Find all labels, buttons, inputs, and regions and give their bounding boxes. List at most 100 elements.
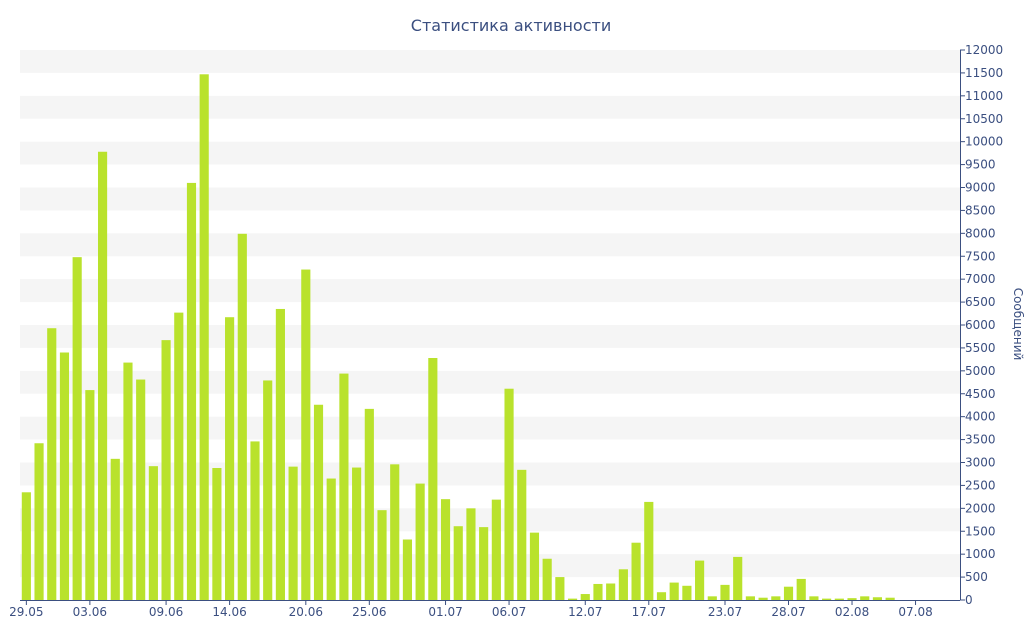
bar (593, 583, 603, 600)
bars (21, 74, 895, 600)
bar (301, 269, 311, 600)
x-tick-label: 03.06 (73, 605, 107, 619)
grid-band (20, 416, 960, 440)
x-tick-label: 02.08 (835, 605, 869, 619)
y-tick-label: 11000 (965, 89, 1003, 103)
y-tick-label: 4000 (965, 410, 996, 424)
y-tick-label: 2000 (965, 501, 996, 515)
bar (110, 458, 120, 600)
bar (250, 441, 260, 600)
bar (415, 483, 425, 600)
x-axis: 29.05 03.06 09.06 14.06 20.06 25.06 01.07 06.07… (9, 600, 960, 619)
bar (885, 597, 895, 600)
bar (758, 597, 768, 600)
x-tick-label: 01.07 (428, 605, 462, 619)
y-tick-label: 7500 (965, 249, 996, 263)
bar (796, 578, 806, 600)
x-tick-label: 14.06 (212, 605, 246, 619)
bar (186, 182, 197, 600)
y-axis-label: Сообщений (1011, 288, 1024, 361)
x-tick-label: 23.07 (708, 605, 742, 619)
bar (21, 492, 31, 600)
bar (34, 443, 44, 600)
y-tick-label: 8500 (965, 203, 996, 217)
y-tick-label: 0 (965, 593, 973, 607)
bar (745, 596, 755, 600)
y-tick-label: 7000 (965, 272, 996, 286)
bar (402, 539, 413, 600)
y-tick-label: 4500 (965, 387, 996, 401)
bar (567, 598, 578, 600)
bar (428, 358, 438, 600)
bar (288, 466, 298, 600)
bar (72, 257, 82, 600)
bar (148, 466, 158, 600)
bar (326, 478, 336, 600)
bar (123, 362, 133, 600)
y-tick-label: 12000 (965, 43, 1003, 57)
x-tick-label: 28.07 (771, 605, 805, 619)
grid-band (20, 508, 960, 532)
y-tick-label: 1500 (965, 524, 996, 538)
x-tick-label: 25.06 (352, 605, 386, 619)
bar (136, 379, 146, 600)
bar (783, 586, 794, 600)
x-tick-label: 09.06 (149, 605, 183, 619)
grid-band (20, 233, 960, 257)
bar (161, 340, 171, 600)
bar (440, 499, 451, 600)
y-tick-label: 3500 (965, 433, 996, 447)
grid-band (20, 325, 960, 348)
y-tick-label: 6000 (965, 318, 996, 332)
bar (771, 596, 781, 600)
grid-band (20, 141, 960, 165)
bar (580, 594, 590, 600)
bar (339, 373, 349, 600)
chart-title: Статистика активности (411, 16, 611, 35)
grid-band (20, 370, 960, 394)
y-tick-label: 10500 (965, 112, 1003, 126)
bar (682, 585, 692, 600)
bar (97, 151, 108, 600)
y-axis: 0 500 1000 1500 2000 2500 3000 3500 4000 4500 5000… (960, 43, 1003, 607)
bar (847, 598, 857, 600)
y-tick-label: 5000 (965, 364, 996, 378)
bar (542, 558, 552, 600)
bar (377, 510, 387, 600)
bar (631, 542, 641, 600)
x-tick-label: 29.05 (9, 605, 43, 619)
bar (59, 352, 70, 600)
bar (644, 501, 654, 600)
bar (733, 556, 743, 600)
bar (263, 380, 273, 600)
x-tick-label: 07.08 (898, 605, 932, 619)
grid-band (20, 95, 960, 119)
gridline-bands (20, 50, 960, 578)
y-tick-label: 6500 (965, 295, 996, 309)
bar (174, 312, 184, 600)
y-tick-label: 9000 (965, 181, 996, 195)
bar (618, 569, 628, 600)
bar (225, 317, 235, 600)
bar (364, 408, 374, 600)
bar (313, 404, 324, 600)
y-tick-label: 9500 (965, 158, 996, 172)
bar (85, 390, 95, 600)
y-tick-label: 3000 (965, 456, 996, 470)
bar (872, 597, 883, 600)
grid-band (20, 554, 960, 578)
y-tick-label: 8000 (965, 226, 996, 240)
bar (47, 328, 57, 600)
bar (517, 469, 527, 600)
bar (720, 584, 730, 600)
bar (453, 526, 463, 600)
bar (275, 308, 285, 600)
bar (860, 596, 870, 600)
y-tick-label: 2500 (965, 478, 996, 492)
x-tick-label: 20.06 (289, 605, 323, 619)
bar (834, 598, 844, 600)
grid-band (20, 279, 960, 303)
y-tick-label: 5500 (965, 341, 996, 355)
bar (199, 74, 209, 600)
